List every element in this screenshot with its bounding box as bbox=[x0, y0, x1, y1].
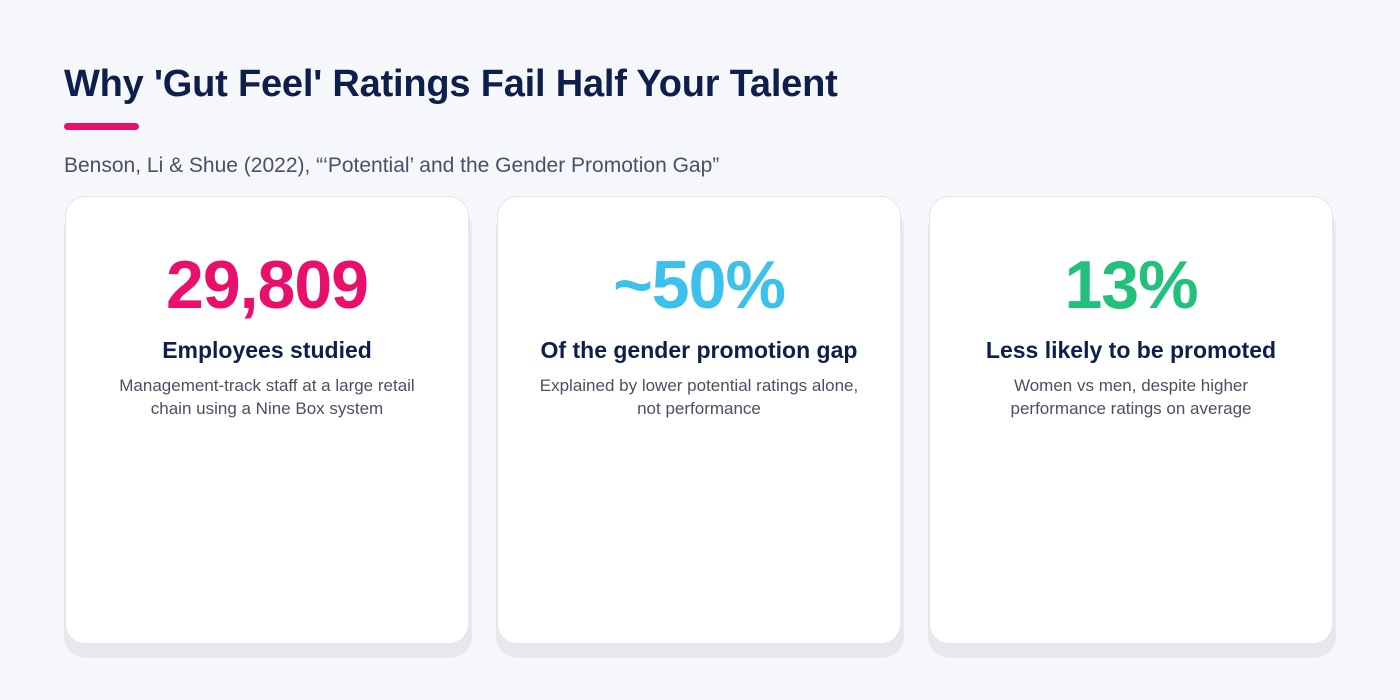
stat-value: 13% bbox=[1064, 247, 1198, 323]
title-accent-bar bbox=[64, 123, 139, 130]
page-title: Why 'Gut Feel' Ratings Fail Half Your Ta… bbox=[64, 63, 838, 105]
stat-label: Less likely to be promoted bbox=[985, 337, 1277, 363]
stat-card-gap-share: ~50% Of the gender promotion gap Explain… bbox=[497, 196, 901, 644]
stat-card-promotion-likelihood: 13% Less likely to be promoted Women vs … bbox=[929, 196, 1333, 644]
stat-description: Women vs men, despite higher performance… bbox=[1010, 376, 1252, 418]
stat-label: Employees studied bbox=[162, 337, 372, 363]
citation-subtitle: Benson, Li & Shue (2022), “‘Potential’ a… bbox=[64, 154, 720, 177]
stat-value: 29,809 bbox=[166, 247, 369, 323]
stat-value: ~50% bbox=[613, 247, 786, 323]
stat-label: Of the gender promotion gap bbox=[540, 337, 858, 363]
stat-card-employees: 29,809 Employees studied Management-trac… bbox=[65, 196, 469, 644]
stat-description: Management-track staff at a large retail… bbox=[119, 376, 415, 418]
stat-description: Explained by lower potential ratings alo… bbox=[539, 376, 859, 418]
